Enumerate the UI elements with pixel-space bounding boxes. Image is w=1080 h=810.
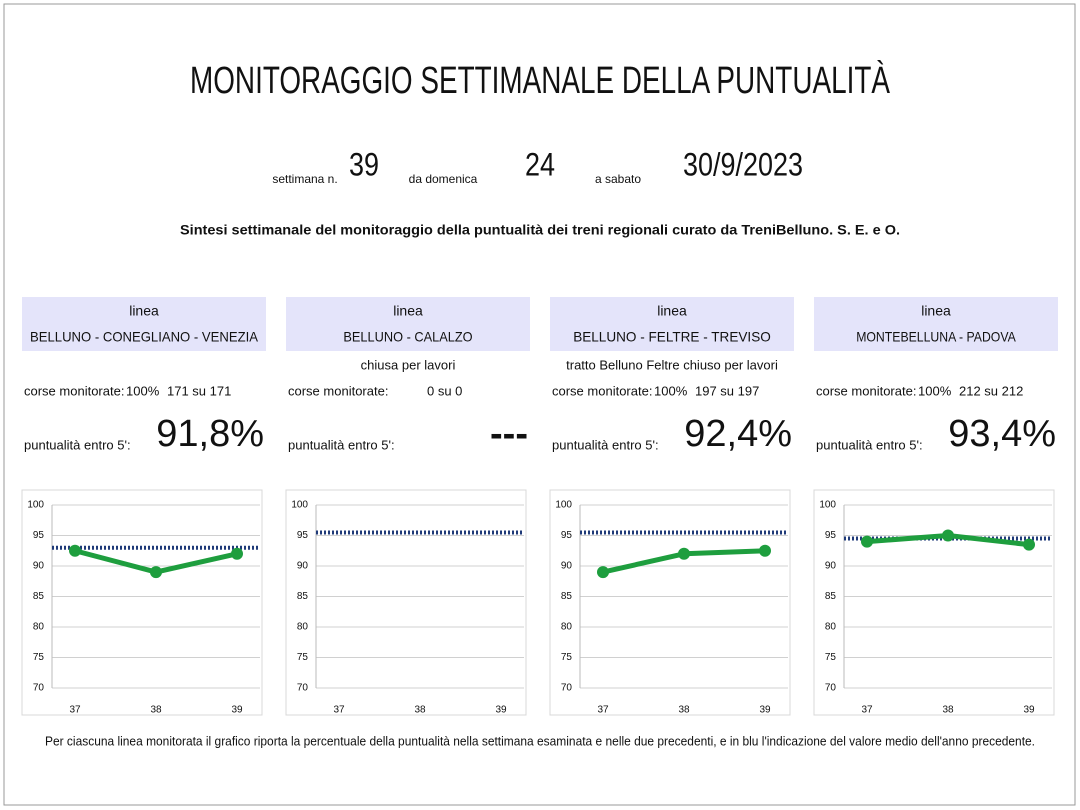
punctuality-label: puntualità entro 5':	[24, 437, 131, 452]
punctuality: 91,8%	[156, 413, 264, 455]
y-tick-label: 90	[825, 561, 837, 572]
point	[861, 535, 873, 548]
y-tick-label: 70	[825, 683, 837, 694]
monitored-count: 212 su 212	[959, 383, 1023, 398]
y-tick-label: 90	[561, 561, 573, 572]
to-label: a sabato	[595, 172, 641, 186]
point	[231, 547, 243, 560]
y-tick-label: 100	[291, 500, 308, 511]
monitored-count: 0 su 0	[427, 383, 462, 398]
punctuality: 93,4%	[948, 413, 1056, 455]
point	[1023, 538, 1035, 551]
line-label: linea	[921, 303, 951, 319]
from: 24	[525, 146, 555, 182]
chart-frame	[549, 489, 791, 716]
point	[69, 544, 81, 557]
y-tick-label: 80	[33, 622, 45, 633]
point	[150, 566, 162, 579]
y-tick-label: 85	[297, 591, 309, 602]
chart-frame	[21, 489, 263, 716]
x-tick-label: 38	[678, 705, 690, 716]
x-tick-label: 38	[414, 705, 426, 716]
y-tick-label: 100	[555, 500, 572, 511]
x-tick-label: 37	[861, 705, 873, 716]
chart-frame	[285, 489, 527, 716]
x-tick-label: 38	[150, 705, 162, 716]
y-tick-label: 95	[561, 530, 573, 541]
monitored-pct: 100%	[918, 383, 952, 398]
monitored-label: corse monitorate:	[552, 383, 652, 398]
monitored-count: 197 su 197	[695, 383, 759, 398]
x-tick-label: 38	[942, 705, 954, 716]
punctuality-label: puntualità entro 5':	[816, 437, 923, 452]
punctuality: ---	[490, 413, 528, 455]
to: 30/9/2023	[683, 146, 803, 182]
y-tick-label: 80	[825, 622, 837, 633]
y-tick-label: 85	[561, 591, 573, 602]
line-header	[814, 297, 1058, 351]
x-tick-label: 39	[1023, 705, 1035, 716]
y-tick-label: 70	[561, 683, 573, 694]
monitored-pct: 100%	[654, 383, 688, 398]
y-tick-label: 90	[297, 561, 309, 572]
monitored-label: corse monitorate:	[288, 383, 388, 398]
week-label: settimana n.	[272, 172, 337, 186]
from-label: da domenica	[409, 172, 478, 186]
point	[759, 544, 771, 557]
line-label: linea	[129, 303, 159, 319]
chart-frame	[813, 489, 1055, 716]
monitored-pct: 100%	[126, 383, 160, 398]
x-tick-label: 39	[759, 705, 771, 716]
line-header	[22, 297, 266, 351]
page-border	[3, 3, 1076, 806]
y-tick-label: 100	[819, 500, 836, 511]
point	[678, 547, 690, 560]
line-header	[286, 297, 530, 351]
y-tick-label: 75	[33, 652, 45, 663]
y-tick-label: 70	[297, 683, 309, 694]
monitored-label: corse monitorate:	[816, 383, 916, 398]
line-note: tratto Belluno Feltre chiuso per lavori	[566, 357, 778, 372]
y-tick-label: 95	[33, 530, 45, 541]
x-tick-label: 37	[69, 705, 81, 716]
y-tick-label: 75	[561, 652, 573, 663]
y-tick-label: 95	[297, 530, 309, 541]
punctuality: 92,4%	[684, 413, 792, 455]
line-name: MONTEBELLUNA - PADOVA	[856, 329, 1016, 345]
monitored-count: 171 su 171	[167, 383, 231, 398]
y-tick-label: 85	[33, 591, 45, 602]
week: 39	[349, 146, 379, 182]
monitored-label: corse monitorate:	[24, 383, 124, 398]
y-tick-label: 95	[825, 530, 837, 541]
point	[942, 529, 954, 542]
x-tick-label: 37	[597, 705, 609, 716]
line-name: BELLUNO - CALALZO	[343, 329, 472, 345]
line-header	[550, 297, 794, 351]
footer: Per ciascuna linea monitorata il grafico…	[45, 733, 1035, 748]
point	[597, 566, 609, 579]
line-name: BELLUNO - CONEGLIANO - VENEZIA	[30, 329, 259, 345]
punctuality-label: puntualità entro 5':	[552, 437, 659, 452]
x-tick-label: 39	[495, 705, 507, 716]
y-tick-label: 90	[33, 561, 45, 572]
subtitle: Sintesi settimanale del monitoraggio del…	[180, 222, 900, 238]
y-tick-label: 80	[297, 622, 309, 633]
y-tick-label: 70	[33, 683, 45, 694]
y-tick-label: 80	[561, 622, 573, 633]
y-tick-label: 75	[297, 652, 309, 663]
y-tick-label: 85	[825, 591, 837, 602]
y-tick-label: 100	[27, 500, 44, 511]
line-label: linea	[393, 303, 423, 319]
line-name: BELLUNO - FELTRE - TREVISO	[573, 329, 771, 345]
y-tick-label: 75	[825, 652, 837, 663]
x-tick-label: 37	[333, 705, 345, 716]
title: MONITORAGGIO SETTIMANALE DELLA PUNTUALIT…	[190, 59, 890, 102]
punctuality-label: puntualità entro 5':	[288, 437, 395, 452]
line-label: linea	[657, 303, 687, 319]
line-note: chiusa per lavori	[361, 357, 456, 372]
x-tick-label: 39	[231, 705, 243, 716]
